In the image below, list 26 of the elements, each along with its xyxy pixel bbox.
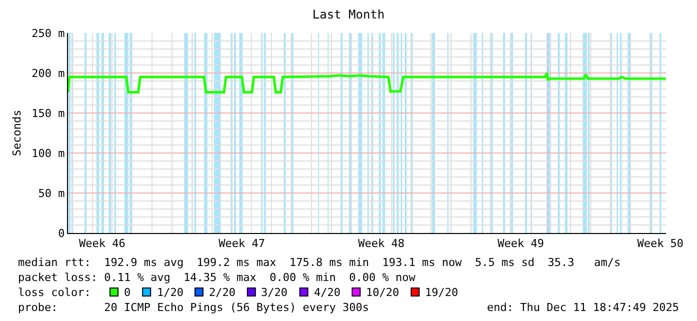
x-tick-label: Week 46 (79, 237, 126, 250)
legend-label: 4/20 (314, 286, 340, 299)
x-tick-label: Week 50 (637, 237, 684, 250)
legend-label: 1/20 (157, 286, 184, 299)
legend-label: 19/20 (425, 286, 458, 299)
text: probe: 20 ICMP Echo Pings (56 Bytes) every 300s (18, 301, 369, 314)
x-tick-label: Week 47 (218, 237, 265, 250)
x-tick-label: Week 48 (358, 237, 404, 250)
y-tick-label: 250 m (32, 26, 66, 40)
chart-title: Last Month (312, 7, 385, 22)
y-tick-label: 100 m (32, 146, 66, 160)
y-tick-label: 150 m (32, 106, 66, 120)
y-tick-label: 200 m (32, 66, 66, 80)
y-axis-title: Seconds (10, 110, 24, 156)
y-tick-label: 50 m (38, 186, 66, 200)
text: packet loss: 0.11 % avg 14.35 % max 0.00 % min 0.00 % now (18, 271, 416, 284)
legend-label: 0 (124, 286, 131, 299)
x-tick-label: Week 49 (498, 237, 544, 250)
legend-label: 3/20 (261, 286, 288, 299)
legend-title: loss color: (18, 286, 91, 299)
legend-label: 10/20 (366, 286, 400, 299)
line-series (68, 72, 666, 94)
legend-label: 2/20 (209, 286, 236, 299)
y-tick-label: 0 (58, 226, 65, 240)
text: median rtt: 192.9 ms avg 199.2 ms max 175.8 ms min 193.1 ms now 5.5 ms sd 35.3 am/s (18, 256, 621, 269)
text: end: Thu Dec 11 18:47:49 2025 (487, 301, 680, 314)
